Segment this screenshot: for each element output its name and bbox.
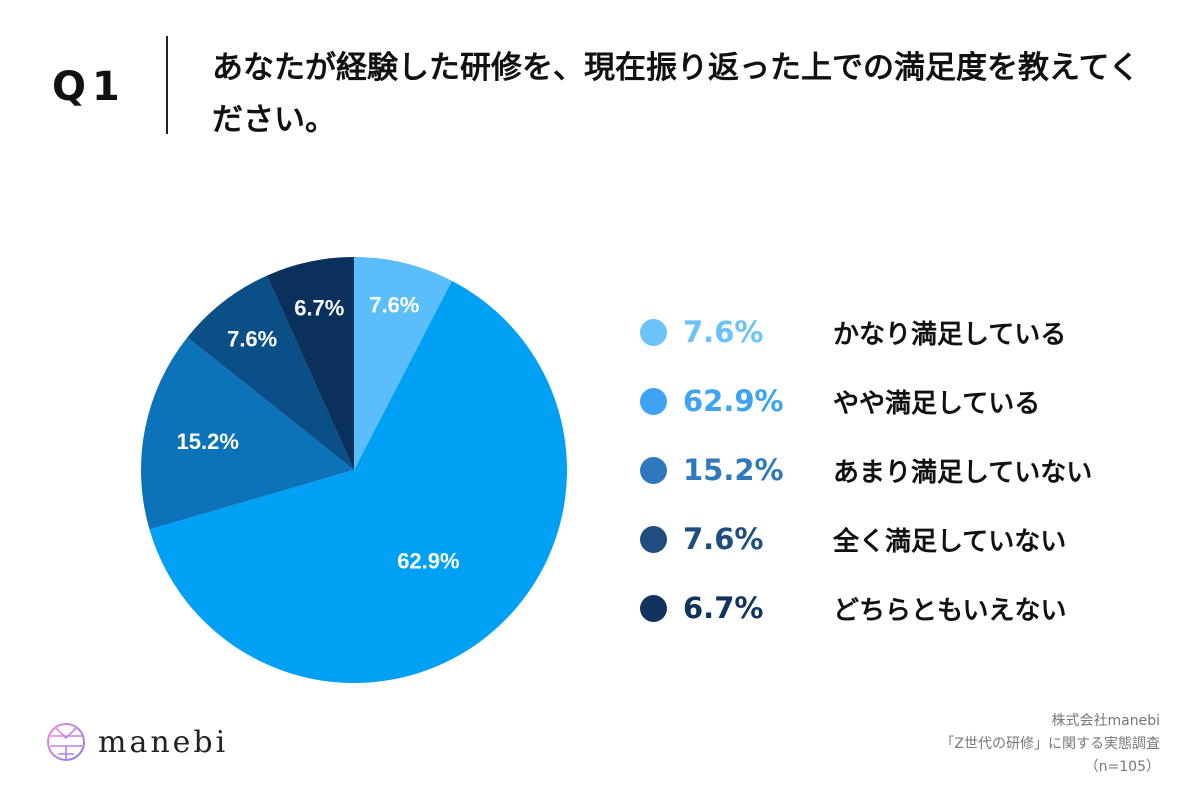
- slice-data-label: 6.7%: [294, 296, 344, 321]
- slice-data-label: 15.2%: [177, 429, 239, 454]
- legend-item: 6.7% どちらともいえない: [640, 588, 1066, 628]
- legend-label: かなり満足している: [833, 319, 1067, 350]
- pie-slice: [266, 257, 354, 470]
- legend-dot-icon: [640, 318, 667, 346]
- question-number: Q1: [52, 64, 126, 110]
- chart-title: あなたが経験した研修を、現在振り返った上での満足度を教えてください。: [212, 50, 1140, 138]
- legend-item: 15.2% あまり満足していない: [640, 450, 1092, 490]
- legend-percent: 7.6%: [683, 315, 764, 349]
- pie-slice: [149, 280, 567, 683]
- legend-label: あまり満足していない: [833, 457, 1093, 488]
- logo-icon: [47, 723, 85, 761]
- slice-data-label: 7.6%: [369, 292, 419, 317]
- slice-data-label: 62.9%: [397, 548, 459, 573]
- legend-label: 全く満足していない: [833, 526, 1067, 557]
- legend-label: やや満足している: [833, 388, 1041, 419]
- legend-dot-icon: [640, 525, 667, 553]
- pie-slice: [354, 257, 452, 470]
- logo-text: manebi: [98, 724, 229, 760]
- divider: [166, 36, 168, 134]
- source-survey: 「Z世代の研修」に関する実態調査: [940, 736, 1160, 752]
- source-sample: （n=105）: [1084, 759, 1160, 775]
- legend-item: 62.9% やや満足している: [640, 381, 1040, 421]
- pie-slice: [187, 275, 354, 470]
- legend-dot-icon: [640, 594, 667, 622]
- source-company: 株式会社manebi: [1051, 713, 1160, 729]
- legend-percent: 15.2%: [683, 453, 784, 487]
- legend-item: 7.6% 全く満足していない: [640, 519, 1066, 559]
- legend-dot-icon: [640, 456, 667, 484]
- legend-percent: 62.9%: [683, 384, 784, 418]
- legend-item: 7.6% かなり満足している: [640, 312, 1066, 352]
- legend-percent: 7.6%: [683, 522, 764, 556]
- slice-data-label: 7.6%: [227, 327, 277, 352]
- source-note: 株式会社manebi 「Z世代の研修」に関する実態調査 （n=105）: [940, 710, 1160, 779]
- legend-dot-icon: [640, 387, 667, 415]
- pie-slice: [141, 337, 354, 530]
- legend-label: どちらともいえない: [833, 595, 1067, 626]
- manebi-logo: manebi: [46, 720, 228, 764]
- legend-percent: 6.7%: [683, 591, 764, 625]
